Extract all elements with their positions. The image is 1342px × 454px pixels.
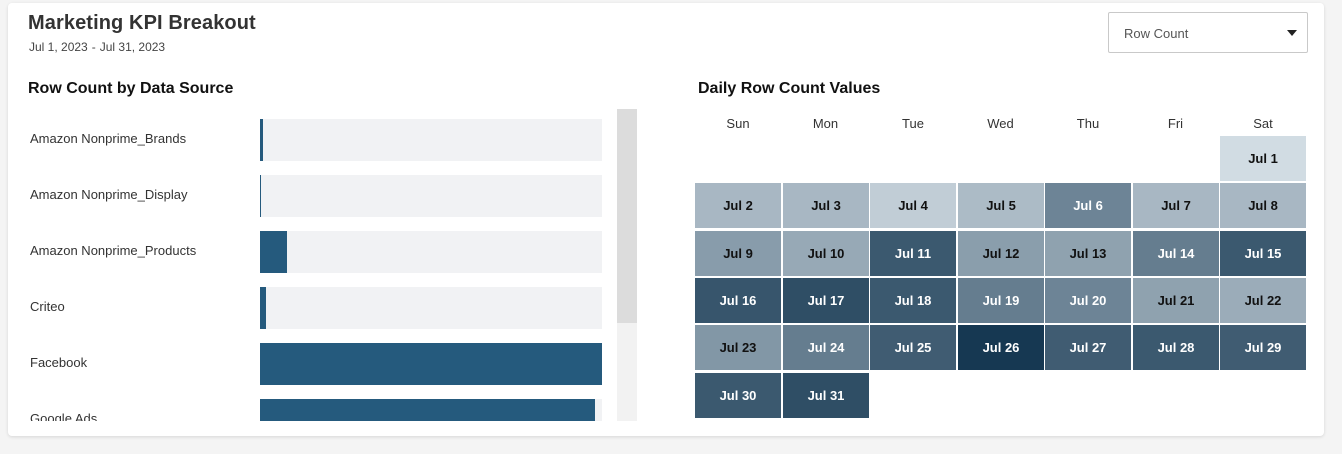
calendar-title: Daily Row Count Values: [698, 80, 881, 97]
weekday-header: Thu: [1076, 116, 1100, 131]
bar-track: [260, 287, 602, 329]
calendar-day[interactable]: Jul 18: [870, 278, 956, 323]
bar-row[interactable]: Amazon Nonprime_Brands: [8, 109, 617, 165]
metric-dropdown-value: Row Count: [1124, 26, 1189, 41]
bar-row[interactable]: Amazon Nonprime_Products: [8, 221, 617, 277]
calendar-day[interactable]: Jul 8: [1220, 183, 1306, 228]
weekday-header: Sat: [1253, 116, 1273, 131]
calendar-day[interactable]: Jul 25: [870, 325, 956, 370]
bar[interactable]: [260, 343, 602, 385]
calendar-day[interactable]: Jul 6: [1045, 183, 1131, 228]
calendar-day[interactable]: Jul 19: [958, 278, 1044, 323]
bar-track: [260, 399, 602, 421]
bar-chart: Amazon Nonprime_Brands Amazon Nonprime_Di…: [8, 109, 617, 421]
bar[interactable]: [260, 119, 263, 161]
caret-down-icon: [1287, 30, 1297, 36]
calendar-day[interactable]: Jul 5: [958, 183, 1044, 228]
bar-chart-scrollbar[interactable]: [617, 109, 637, 421]
bar[interactable]: [260, 399, 595, 421]
bar-label: Google Ads: [30, 411, 98, 421]
bar-row[interactable]: Amazon Nonprime_Display: [8, 165, 617, 221]
bar-track: [260, 119, 602, 161]
bar-label: Amazon Nonprime_Products: [30, 243, 197, 258]
bar-chart-title: Row Count by Data Source: [28, 80, 234, 97]
calendar-day[interactable]: Jul 1: [1220, 136, 1306, 181]
calendar-day[interactable]: Jul 9: [695, 231, 781, 276]
bar-label: Facebook: [30, 355, 88, 370]
bar-row[interactable]: Google Ads: [8, 389, 617, 421]
calendar-day[interactable]: Jul 17: [783, 278, 869, 323]
weekday-header: Tue: [902, 116, 924, 131]
bar-label: Criteo: [30, 299, 65, 314]
calendar-day[interactable]: Jul 10: [783, 231, 869, 276]
calendar-day[interactable]: Jul 29: [1220, 325, 1306, 370]
calendar-day[interactable]: Jul 3: [783, 183, 869, 228]
date-range: Jul 1, 2023- Jul 31, 2023: [29, 40, 165, 54]
calendar-day[interactable]: Jul 12: [958, 231, 1044, 276]
bar-label: Amazon Nonprime_Display: [30, 187, 188, 202]
calendar-day[interactable]: Jul 2: [695, 183, 781, 228]
weekday-header: Wed: [987, 116, 1014, 131]
calendar-day[interactable]: Jul 28: [1133, 325, 1219, 370]
bar-track: [260, 231, 602, 273]
page-title: Marketing KPI Breakout: [28, 12, 256, 34]
calendar-day[interactable]: Jul 24: [783, 325, 869, 370]
calendar-day[interactable]: Jul 21: [1133, 278, 1219, 323]
calendar-day[interactable]: Jul 13: [1045, 231, 1131, 276]
calendar-day[interactable]: Jul 30: [695, 373, 781, 418]
date-start: Jul 1, 2023: [29, 40, 88, 54]
calendar-day[interactable]: Jul 26: [958, 325, 1044, 370]
weekday-header: Mon: [812, 116, 839, 131]
scroll-thumb[interactable]: [617, 109, 637, 323]
weekday-header: Sun: [726, 116, 750, 131]
date-separator: -: [91, 40, 96, 54]
calendar-day[interactable]: Jul 16: [695, 278, 781, 323]
calendar-day[interactable]: Jul 23: [695, 325, 781, 370]
calendar-day[interactable]: Jul 27: [1045, 325, 1131, 370]
calendar-day[interactable]: Jul 15: [1220, 231, 1306, 276]
calendar-day[interactable]: Jul 11: [870, 231, 956, 276]
calendar-day[interactable]: Jul 4: [870, 183, 956, 228]
bar-row[interactable]: Facebook: [8, 333, 617, 389]
bar[interactable]: [260, 287, 266, 329]
calendar-day[interactable]: Jul 20: [1045, 278, 1131, 323]
bar[interactable]: [260, 231, 287, 273]
dashboard-card: Marketing KPI Breakout Jul 1, 2023- Jul 3…: [8, 3, 1324, 436]
weekday-header: Fri: [1167, 116, 1184, 131]
calendar-day[interactable]: Jul 31: [783, 373, 869, 418]
calendar-day[interactable]: Jul 22: [1220, 278, 1306, 323]
bar[interactable]: [260, 175, 261, 217]
date-end: Jul 31, 2023: [99, 40, 166, 54]
bar-row[interactable]: Criteo: [8, 277, 617, 333]
metric-dropdown[interactable]: Row Count: [1108, 12, 1308, 53]
bar-track: [260, 175, 602, 217]
bar-label: Amazon Nonprime_Brands: [30, 131, 187, 146]
bar-track: [260, 343, 602, 385]
calendar-day[interactable]: Jul 7: [1133, 183, 1219, 228]
calendar-day[interactable]: Jul 14: [1133, 231, 1219, 276]
